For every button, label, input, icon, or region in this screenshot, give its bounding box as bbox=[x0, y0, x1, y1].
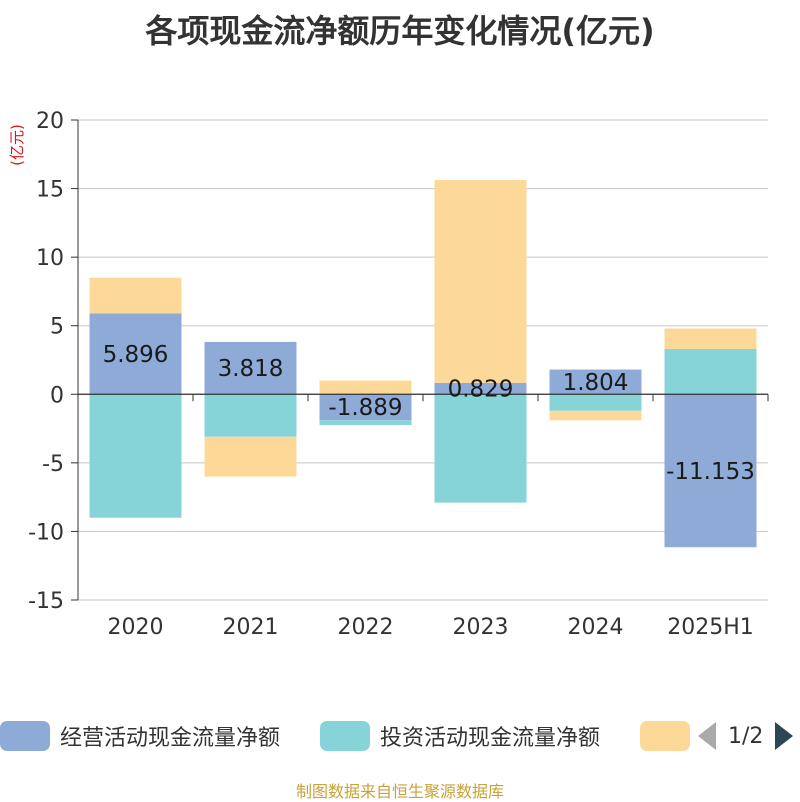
x-tick-label: 2021 bbox=[223, 615, 279, 640]
data-label: 0.829 bbox=[448, 377, 514, 403]
y-tick-label: -10 bbox=[28, 520, 64, 545]
legend-swatch-financing bbox=[640, 721, 690, 751]
data-label: 5.896 bbox=[103, 342, 169, 368]
y-tick-label: 10 bbox=[36, 246, 64, 271]
bar-financing bbox=[549, 410, 642, 421]
x-tick-label: 2022 bbox=[338, 615, 394, 640]
legend-label-investing: 投资活动现金流量净额 bbox=[380, 726, 601, 751]
bar-operating bbox=[204, 341, 297, 395]
bar-investing bbox=[434, 394, 527, 503]
x-tick-label: 2025H1 bbox=[667, 615, 754, 640]
x-tick-label: 2020 bbox=[108, 615, 164, 640]
bar-investing bbox=[549, 394, 642, 411]
bar-operating bbox=[89, 313, 182, 395]
y-tick-label: 20 bbox=[36, 109, 64, 134]
y-tick-label: 15 bbox=[36, 178, 64, 203]
x-tick-label: 2023 bbox=[453, 615, 509, 640]
legend-label-operating: 经营活动现金流量净额 bbox=[60, 726, 281, 751]
bar-operating bbox=[549, 369, 642, 395]
data-label: -1.889 bbox=[328, 395, 402, 421]
y-axis-label: (亿元) bbox=[8, 124, 26, 166]
legend-item-investing[interactable]: 投资活动现金流量净额 bbox=[320, 716, 600, 756]
legend: 经营活动现金流量净额 投资活动现金流量净额 bbox=[0, 716, 800, 756]
bar-financing bbox=[664, 328, 757, 350]
bar-financing bbox=[89, 277, 182, 314]
source-note: 制图数据来自恒生聚源数据库 bbox=[295, 782, 504, 801]
y-tick-label: 0 bbox=[50, 383, 64, 408]
y-tick-label: 5 bbox=[50, 315, 64, 340]
chart-title: 各项现金流净额历年变化情况(亿元) bbox=[145, 12, 655, 50]
bar-operating bbox=[319, 394, 412, 421]
legend-prev-page-icon[interactable] bbox=[698, 722, 716, 750]
legend-swatch-operating bbox=[0, 721, 50, 751]
bar-investing bbox=[664, 349, 757, 395]
legend-next-page-icon[interactable] bbox=[775, 722, 794, 750]
bar-investing bbox=[89, 394, 182, 518]
data-label: -11.153 bbox=[666, 459, 755, 485]
x-tick-label: 2024 bbox=[568, 615, 624, 640]
bar-financing bbox=[434, 179, 527, 383]
legend-pager: 1/2 bbox=[698, 716, 794, 756]
bar-operating bbox=[434, 382, 527, 395]
data-label: 3.818 bbox=[218, 356, 284, 382]
bar-investing bbox=[204, 394, 297, 437]
bar-financing bbox=[204, 436, 297, 477]
legend-item-operating[interactable]: 经营活动现金流量净额 bbox=[0, 716, 280, 756]
bar-financing bbox=[319, 380, 412, 395]
legend-swatch-investing bbox=[320, 721, 370, 751]
legend-page-indicator: 1/2 bbox=[728, 723, 764, 749]
bar-operating bbox=[664, 394, 757, 548]
bar-investing bbox=[319, 420, 412, 425]
legend-item-financing[interactable] bbox=[640, 716, 690, 756]
y-tick-label: -15 bbox=[28, 589, 64, 614]
data-label: 1.804 bbox=[563, 370, 629, 396]
y-tick-label: -5 bbox=[42, 452, 64, 477]
